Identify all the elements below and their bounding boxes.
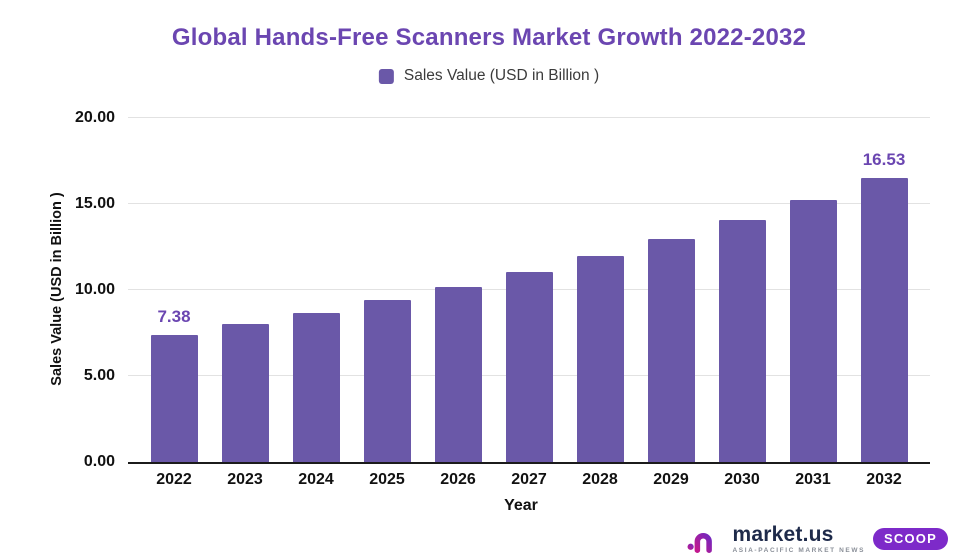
bar-value-label: 7.38 xyxy=(157,307,191,327)
x-tick-label: 2023 xyxy=(227,471,263,488)
bar-2028 xyxy=(576,256,624,462)
x-tick-label: 2030 xyxy=(724,471,760,488)
x-tick-label: 2025 xyxy=(369,471,405,488)
chart-title: Global Hands-Free Scanners Market Growth… xyxy=(171,24,807,51)
bar-2027 xyxy=(505,272,553,462)
x-tick-label: 2031 xyxy=(795,471,831,488)
bar-2025 xyxy=(363,300,411,462)
plot-area: 0.00 5.00 10.00 15.00 20.00 2022 2023 2024 2025 2… xyxy=(75,109,930,488)
bar-2026 xyxy=(434,286,482,462)
x-axis-title: Year xyxy=(504,497,538,514)
x-tick-label: 2032 xyxy=(866,471,902,488)
x-tick-label: 2029 xyxy=(653,471,689,488)
x-tick-label: 2022 xyxy=(156,471,192,488)
bar-2029 xyxy=(647,238,695,462)
brand-tagline: ASIA-PACIFIC MARKET NEWS xyxy=(732,547,866,554)
brand-footer: market.us ASIA-PACIFIC MARKET NEWS SCOOP xyxy=(687,523,948,555)
marketus-logo-icon xyxy=(687,528,725,553)
scoop-badge: SCOOP xyxy=(873,527,948,551)
y-tick-label: 0.00 xyxy=(83,453,115,470)
x-tick-label: 2026 xyxy=(440,471,476,488)
gridline xyxy=(128,203,930,204)
y-tick-label: 15.00 xyxy=(74,195,115,212)
bar-2023 xyxy=(221,324,269,462)
y-axis-title: Sales Value (USD in Billion ) xyxy=(49,192,65,386)
brand-text: market.us ASIA-PACIFIC MARKET NEWS xyxy=(733,524,866,554)
x-tick-label: 2027 xyxy=(511,471,547,488)
y-tick-label: 20.00 xyxy=(74,109,115,126)
brand-name: market.us xyxy=(732,523,834,546)
y-tick-label: 5.00 xyxy=(83,367,115,384)
bar-2022 xyxy=(150,335,198,462)
x-tick-label: 2028 xyxy=(582,471,618,488)
bar-2024 xyxy=(292,312,340,462)
legend-swatch-icon xyxy=(378,68,394,84)
bar-value-label: 16.53 xyxy=(862,149,906,169)
bar-2031 xyxy=(789,199,837,462)
legend: Sales Value (USD in Billion ) xyxy=(378,67,600,85)
bar-2032 xyxy=(860,177,908,462)
bar-2030 xyxy=(718,220,766,462)
legend-label: Sales Value (USD in Billion ) xyxy=(403,67,600,84)
gridline xyxy=(128,117,930,118)
y-tick-label: 10.00 xyxy=(74,281,115,298)
x-tick-label: 2024 xyxy=(298,471,334,488)
